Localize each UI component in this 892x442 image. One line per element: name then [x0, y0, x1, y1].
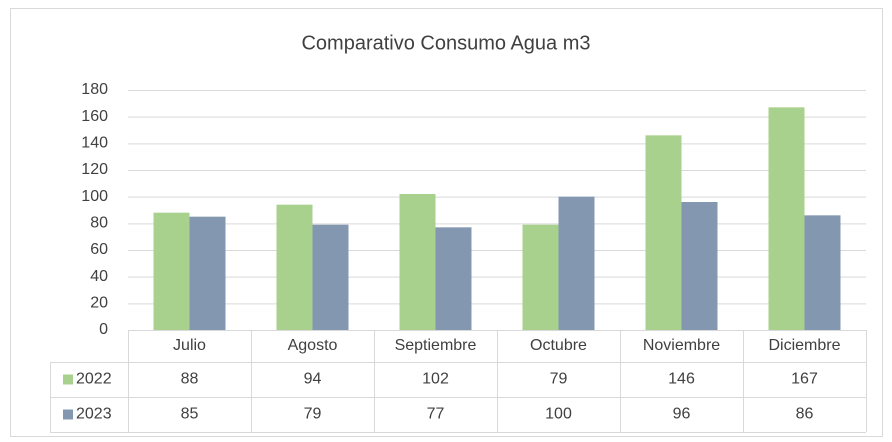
- table-value: 102: [422, 371, 449, 388]
- bar: [153, 212, 190, 330]
- table-value: 146: [668, 371, 695, 388]
- y-tick-label: 140: [81, 135, 108, 152]
- bar: [522, 224, 559, 330]
- y-tick-label: 180: [81, 81, 108, 98]
- table-value: 167: [791, 371, 818, 388]
- x-tick-label: Agosto: [288, 337, 338, 354]
- table-value: 100: [545, 406, 572, 423]
- x-tick-label: Diciembre: [768, 337, 840, 354]
- y-tick-label: 40: [90, 268, 108, 285]
- y-tick-label: 120: [81, 161, 108, 178]
- table-value: 79: [304, 406, 322, 423]
- y-tick-label: 80: [90, 215, 108, 232]
- table-value: 94: [304, 371, 322, 388]
- bar: [189, 216, 226, 330]
- chart-title: Comparativo Consumo Agua m3: [301, 32, 590, 54]
- bar: [312, 224, 349, 330]
- y-tick-label: 100: [81, 188, 108, 205]
- bar: [804, 215, 841, 330]
- y-tick-label: 160: [81, 108, 108, 125]
- legend-label: 2022: [76, 371, 112, 388]
- bar: [435, 227, 472, 330]
- x-tick-label: Julio: [173, 337, 206, 354]
- legend-swatch: [63, 409, 73, 420]
- table-value: 86: [796, 406, 814, 423]
- x-tick-label: Noviembre: [643, 337, 720, 354]
- y-tick-label: 0: [99, 321, 108, 338]
- y-tick-label: 20: [90, 295, 108, 312]
- legend-label: 2023: [76, 406, 112, 423]
- x-tick-label: Septiembre: [395, 337, 477, 354]
- bar: [399, 194, 436, 330]
- table-value: 79: [550, 371, 568, 388]
- bar: [645, 135, 682, 330]
- bar: [768, 107, 805, 330]
- legend-swatch: [63, 374, 73, 385]
- table-value: 85: [181, 406, 199, 423]
- x-tick-label: Octubre: [530, 337, 587, 354]
- table-value: 96: [673, 406, 691, 423]
- table-value: 77: [427, 406, 445, 423]
- y-tick-label: 60: [90, 241, 108, 258]
- bar: [276, 204, 313, 330]
- bar: [681, 202, 718, 330]
- bar: [558, 196, 595, 330]
- table-value: 88: [181, 371, 199, 388]
